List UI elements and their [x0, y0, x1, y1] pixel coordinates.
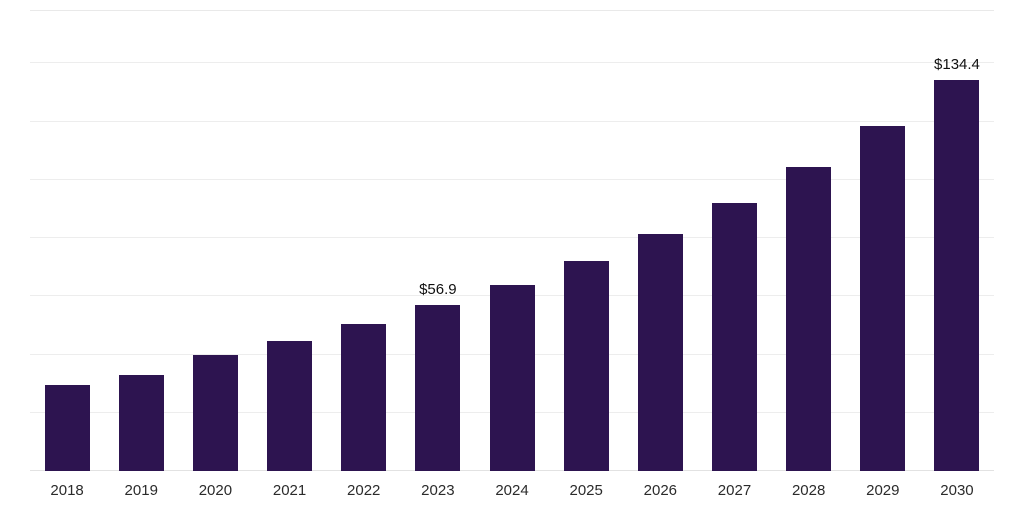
bar-column-2028: [772, 11, 846, 471]
x-tick-2023: 2023: [421, 482, 455, 499]
bar-column-2020: [178, 11, 252, 471]
bar-2027: [711, 203, 757, 471]
bar-2021: [267, 341, 313, 471]
gridline-120: [30, 120, 994, 122]
x-tick-2020: 2020: [198, 482, 233, 499]
x-tick-2027: 2027: [717, 482, 752, 499]
bar-2022: [341, 323, 387, 471]
value-label-2030: $134.4: [934, 55, 980, 73]
bars-container: $56.9 $134.4: [30, 11, 994, 471]
bar-2025: [563, 261, 609, 471]
bar-2020: [192, 354, 238, 471]
x-tick-2021: 2021: [272, 482, 307, 499]
x-tick-2030: 2030: [940, 482, 974, 499]
gridline-100: [30, 178, 994, 180]
bar-2028: [786, 166, 832, 471]
bar-2018: [44, 385, 90, 471]
x-tick-2018: 2018: [50, 482, 84, 499]
bar-column-2023: $56.9: [401, 11, 475, 471]
bar-2030: $134.4: [934, 56, 980, 471]
x-axis: 2018 2019 2020 2021 2022 2023 2024 2025 2026 2027…: [30, 482, 994, 499]
gridline-80: [30, 237, 994, 239]
x-tick-2029: 2029: [866, 482, 900, 499]
bar-column-2026: [623, 11, 697, 471]
bar-column-2022: [327, 11, 401, 471]
bar-column-2021: [252, 11, 326, 471]
x-tick-2024: 2024: [495, 482, 529, 499]
bar-column-2030: $134.4: [920, 11, 994, 471]
bar-2026: [637, 233, 683, 471]
bar-2029: [860, 126, 906, 471]
bar-column-2029: [846, 11, 920, 471]
bar-2019: [118, 374, 164, 471]
x-tick-2019: 2019: [124, 482, 158, 499]
gridline-140: [30, 62, 994, 64]
bar-column-2027: [697, 11, 771, 471]
value-label-2023: $56.9: [419, 281, 457, 299]
bar-2023: $56.9: [415, 281, 461, 471]
bar-column-2019: [104, 11, 178, 471]
x-tick-2022: 2022: [347, 482, 381, 499]
bar-column-2018: [30, 11, 104, 471]
x-tick-2026: 2026: [643, 482, 678, 499]
plot-area: $56.9 $134.4: [30, 10, 994, 471]
bar-column-2025: [549, 11, 623, 471]
x-tick-2025: 2025: [569, 482, 603, 499]
x-tick-2028: 2028: [791, 482, 826, 499]
bar-2024: [489, 284, 535, 471]
bar-column-2024: [475, 11, 549, 471]
